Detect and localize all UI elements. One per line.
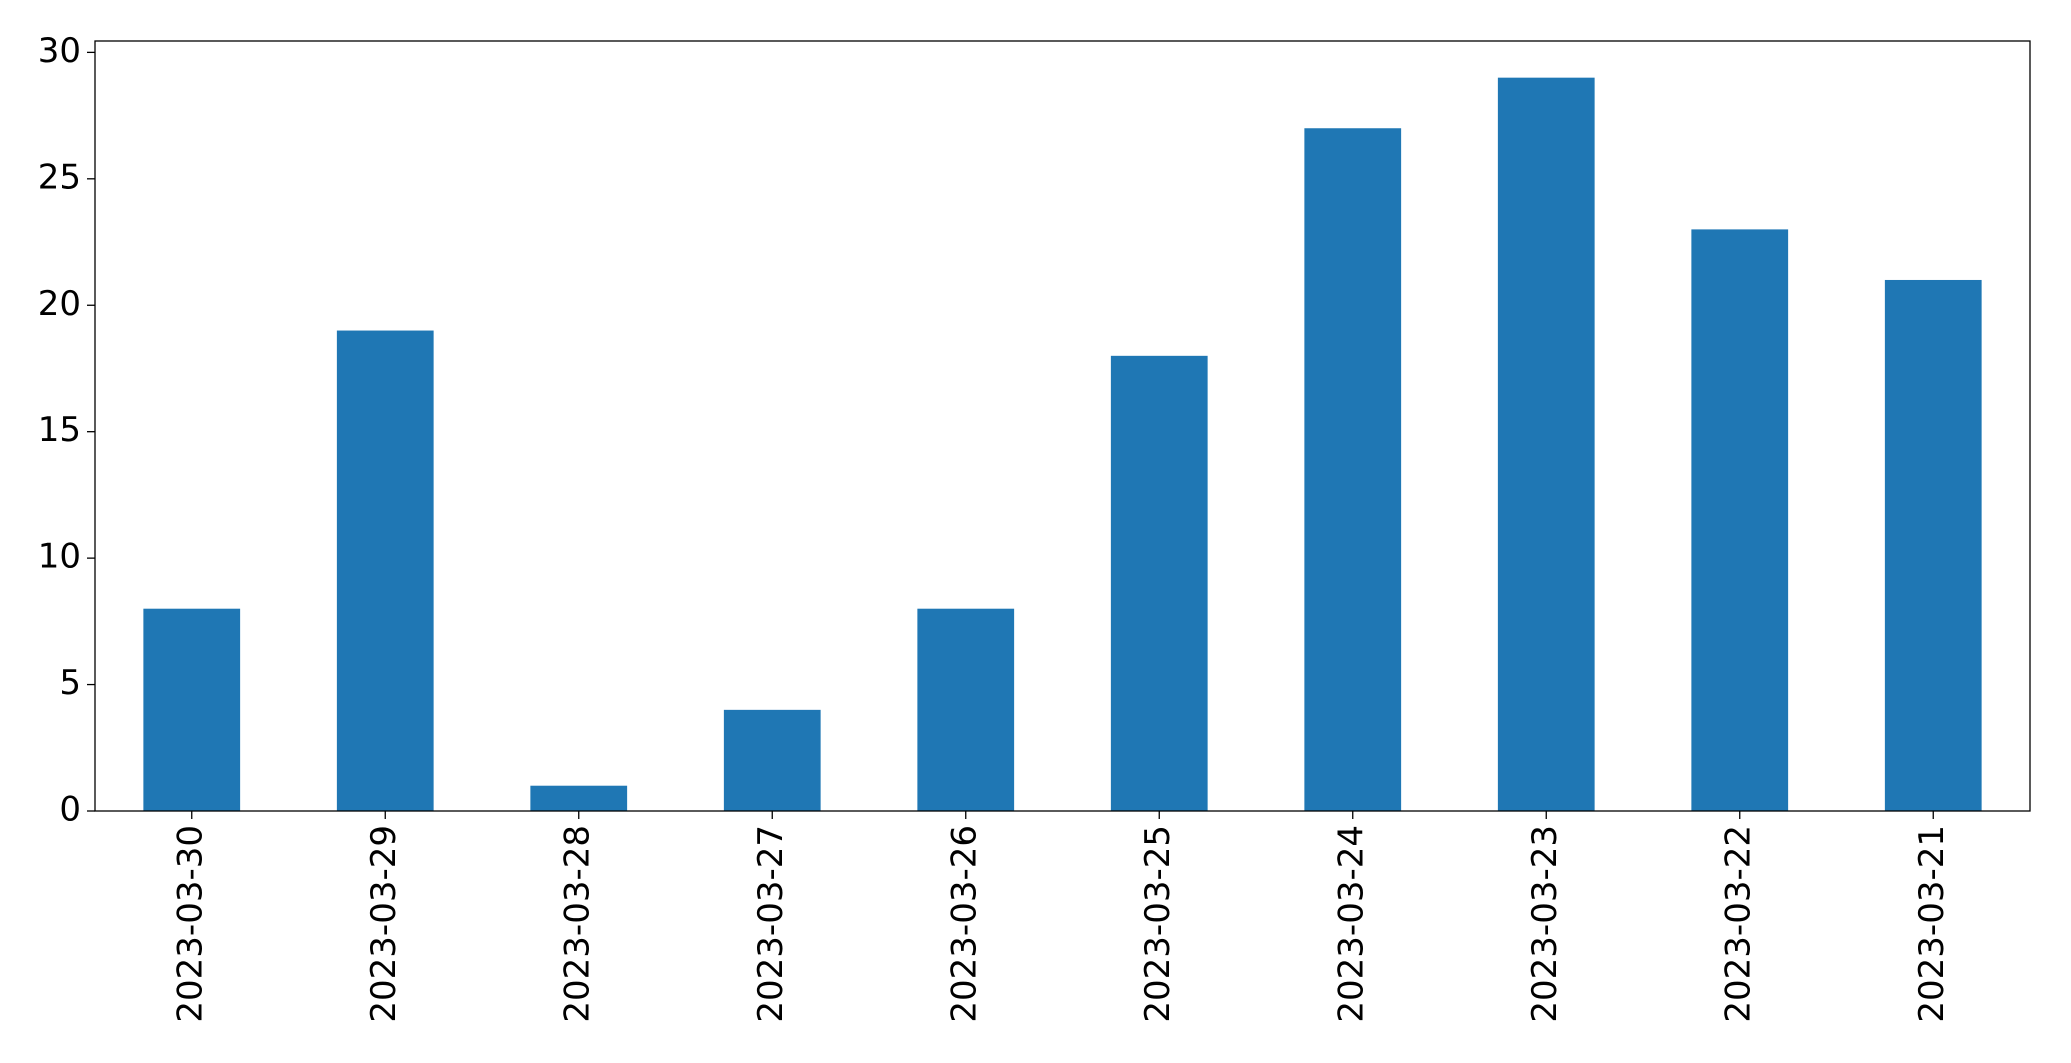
y-tick-label: 5 (59, 663, 81, 703)
y-tick-label: 20 (38, 284, 81, 324)
x-tick-label: 2023-03-25 (1138, 825, 1178, 1023)
bar (723, 709, 821, 811)
y-tick-label: 10 (38, 537, 81, 577)
x-tick-label: 2023-03-28 (557, 825, 597, 1023)
bar (1691, 229, 1789, 811)
x-tick-label: 2023-03-21 (1912, 825, 1952, 1023)
bar (1110, 355, 1208, 811)
y-tick-label: 0 (59, 790, 81, 830)
bar (1497, 77, 1595, 811)
x-tick-label: 2023-03-30 (170, 825, 210, 1023)
x-tick-label: 2023-03-22 (1718, 825, 1758, 1023)
bar (917, 608, 1015, 811)
x-tick-label: 2023-03-23 (1525, 825, 1565, 1023)
x-tick-label: 2023-03-27 (751, 825, 791, 1023)
x-tick-label: 2023-03-24 (1331, 825, 1371, 1023)
y-tick-label: 30 (38, 31, 81, 71)
x-tick-label: 2023-03-26 (944, 825, 984, 1023)
bar (1304, 128, 1402, 811)
bar (336, 330, 434, 811)
plot-frame (94, 40, 2031, 812)
bar (143, 608, 241, 811)
x-tick-label: 2023-03-29 (364, 825, 404, 1023)
y-tick-label: 25 (38, 157, 81, 197)
bar (1884, 279, 1982, 811)
y-tick-label: 15 (38, 410, 81, 450)
bar (530, 785, 628, 811)
